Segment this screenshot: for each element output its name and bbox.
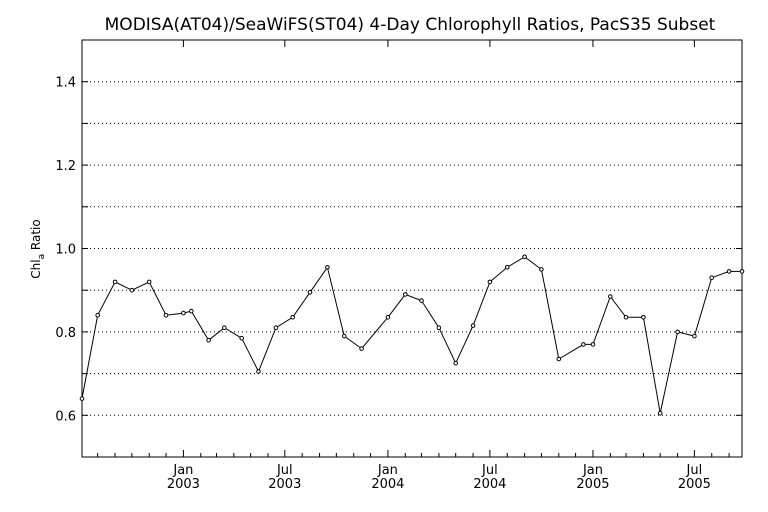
x-tick-label-month: Jan (582, 463, 603, 478)
y-tick-label: 1.2 (55, 159, 76, 174)
data-point (189, 308, 194, 314)
series-line (81, 256, 742, 414)
data-point (307, 290, 313, 295)
plot-frame (81, 39, 743, 458)
data-point (256, 369, 261, 374)
data-point (79, 396, 85, 401)
data-point (146, 279, 152, 285)
y-tick-label: 0.6 (55, 409, 76, 424)
x-tick-label-month: Jul (276, 463, 293, 478)
x-tick-label-year: 2005 (678, 477, 711, 492)
data-point (539, 267, 544, 272)
data-point (739, 269, 745, 274)
data-point (95, 312, 100, 318)
data-point (341, 333, 347, 339)
data-point (129, 287, 135, 293)
data-point (623, 315, 629, 320)
x-tick-label-year: 2005 (576, 477, 609, 492)
data-point (403, 292, 408, 297)
data-point (325, 265, 330, 270)
chart-title: MODISA(AT04)/SeaWiFS(ST04) 4-Day Chlorop… (105, 15, 716, 35)
x-tick-label-month: Jan (172, 463, 193, 478)
data-point (436, 325, 442, 331)
data-point (608, 294, 613, 299)
x-tick-label-month: Jan (377, 463, 398, 478)
data-point (290, 315, 296, 320)
x-tick-label-year: 2004 (473, 477, 506, 492)
x-tick-label-month: Jul (481, 463, 498, 478)
data-point (222, 325, 227, 331)
data-point (273, 325, 279, 331)
data-point (675, 329, 680, 335)
x-tick-label-year: 2003 (167, 477, 200, 492)
axis-ticks (82, 40, 742, 457)
x-tick-labels: Jan2003Jul2003Jan2004Jul2004Jan2005Jul20… (167, 463, 711, 492)
y-tick-labels: 0.6 0.8 1.0 1.2 1.4 (55, 76, 76, 425)
data-point (470, 323, 476, 328)
data-point (556, 356, 562, 362)
x-tick-label-month: Jul (686, 463, 703, 478)
x-tick-label-year: 2004 (371, 477, 404, 492)
data-point (709, 275, 715, 281)
data-point (590, 342, 596, 347)
y-tick-label: 1.0 (55, 243, 76, 258)
data-point (641, 315, 646, 320)
data-point (487, 279, 493, 285)
data-point (522, 254, 527, 260)
y-axis-label: Chla Ratio (29, 219, 47, 278)
data-point (206, 337, 211, 343)
data-point (359, 346, 364, 351)
data-point (419, 298, 424, 303)
data-point (453, 360, 459, 366)
data-point (112, 279, 118, 285)
data-point (385, 315, 391, 320)
grid-lines (82, 81, 742, 416)
data-point (181, 310, 186, 316)
data-point (504, 265, 510, 270)
data-point (726, 269, 732, 274)
data-point (581, 342, 586, 347)
y-tick-label: 1.4 (55, 76, 76, 91)
series-1 (79, 254, 745, 416)
data-point (692, 333, 697, 339)
x-tick-label-year: 2003 (268, 477, 301, 492)
y-tick-label: 0.8 (55, 326, 76, 341)
data-point (657, 410, 663, 416)
data-point (163, 312, 169, 318)
data-point (239, 335, 244, 341)
